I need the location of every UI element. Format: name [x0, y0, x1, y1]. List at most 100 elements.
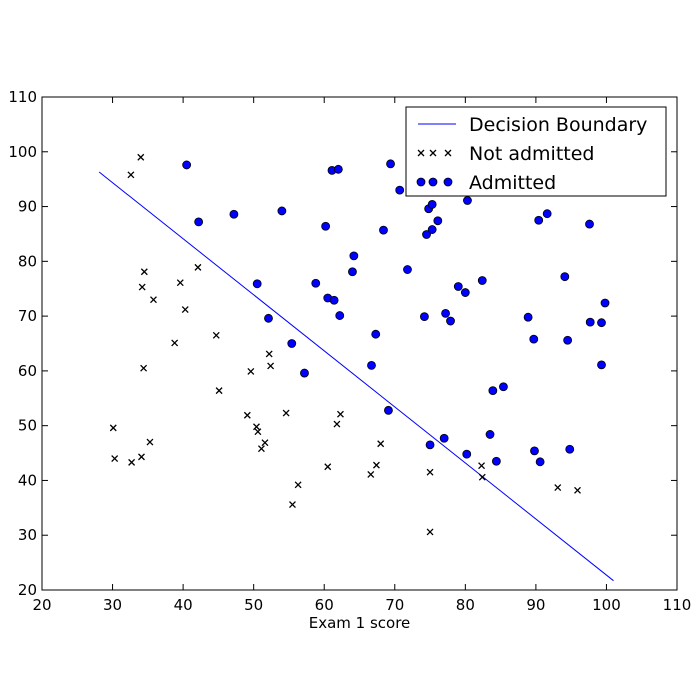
not-admitted-point: [215, 387, 223, 395]
x-axis-label: Exam 1 score: [309, 614, 411, 632]
y-tick-label: 30: [18, 526, 37, 544]
legend-x-marker: [444, 149, 452, 157]
not-admitted-point: [137, 153, 145, 161]
admitted-point: [453, 282, 463, 291]
plot-frame: [41, 96, 678, 591]
admitted-point: [403, 265, 412, 274]
not-admitted-point: [478, 473, 486, 481]
y-tick-label: 60: [18, 362, 37, 380]
admitted-point: [535, 457, 545, 467]
y-tick-label: 90: [18, 198, 37, 216]
admitted-point: [433, 216, 443, 226]
legend-label-not-admitted: Not admitted: [469, 143, 594, 165]
admitted-point: [485, 430, 495, 439]
not-admitted-point: [109, 424, 117, 432]
admitted-point: [252, 279, 262, 289]
admitted-point: [329, 295, 339, 305]
admitted-point: [542, 209, 552, 219]
admitted-point: [349, 251, 359, 261]
y-tick-label: 50: [18, 417, 37, 435]
admitted-point: [264, 313, 273, 323]
x-tick-label: 20: [32, 596, 51, 614]
x-tick-label: 30: [103, 596, 122, 614]
y-tick-label: 70: [18, 307, 37, 325]
not-admitted-point: [176, 279, 184, 287]
not-admitted-point: [247, 367, 255, 375]
series-not-admitted: [109, 153, 581, 536]
admitted-point: [194, 217, 204, 227]
not-admitted-point: [367, 470, 375, 478]
not-admitted-point: [253, 423, 260, 431]
not-admitted-point: [254, 428, 262, 436]
admitted-point: [460, 288, 470, 297]
x-tick-label: 110: [663, 596, 692, 614]
admitted-point: [499, 382, 508, 392]
not-admitted-point: [294, 481, 302, 489]
admitted-point: [287, 339, 297, 348]
admitted-point: [600, 298, 610, 308]
admitted-point: [597, 360, 606, 370]
admitted-point: [425, 440, 435, 450]
admitted-point: [379, 225, 388, 235]
not-admitted-point: [140, 364, 148, 372]
not-admitted-point: [194, 263, 202, 271]
admitted-point: [395, 185, 405, 195]
admitted-point: [367, 361, 376, 370]
legend-circle-marker: [428, 177, 438, 187]
decision-boundary-line: [98, 171, 614, 582]
admitted-point: [335, 311, 345, 320]
admitted-point: [300, 368, 309, 378]
not-admitted-point: [257, 445, 265, 453]
not-admitted-point: [212, 331, 220, 339]
not-admitted-point: [265, 350, 273, 358]
not-admitted-point: [127, 171, 135, 179]
admitted-point: [597, 318, 606, 328]
admitted-point: [530, 446, 539, 456]
x-tick-label: 60: [315, 596, 334, 614]
legend-x-marker: [417, 149, 425, 157]
not-admitted-point: [372, 461, 380, 469]
x-tick-label: 70: [385, 596, 404, 614]
plot-area: [98, 153, 614, 582]
admitted-point: [386, 159, 395, 169]
admitted-point: [491, 456, 501, 466]
not-admitted-point: [289, 501, 296, 509]
admitted-point: [384, 405, 393, 415]
not-admitted-point: [171, 339, 179, 347]
admitted-point: [463, 196, 472, 205]
x-tick-label: 50: [244, 596, 263, 614]
not-admitted-point: [140, 268, 148, 276]
admitted-point: [420, 312, 429, 322]
admitted-point: [488, 386, 498, 396]
admitted-point: [277, 206, 287, 216]
x-tick-label: 40: [174, 596, 193, 614]
legend-circle-marker: [443, 177, 453, 187]
not-admitted-point: [478, 462, 486, 470]
x-tick-label: 80: [456, 596, 475, 614]
not-admitted-point: [138, 453, 145, 461]
admitted-point: [439, 433, 449, 443]
not-admitted-point: [146, 438, 154, 446]
legend-label-admitted: Admitted: [469, 172, 556, 194]
not-admitted-point: [267, 362, 275, 370]
legend-circle-marker: [416, 177, 426, 187]
admitted-point: [441, 308, 450, 318]
y-tick-label: 20: [18, 581, 37, 599]
not-admitted-point: [181, 306, 189, 313]
not-admitted-point: [261, 439, 269, 447]
not-admitted-point: [554, 484, 562, 492]
y-tick-label: 40: [18, 471, 37, 489]
legend-x-marker: [429, 149, 437, 157]
not-admitted-point: [333, 420, 341, 428]
y-tick-label: 100: [8, 143, 37, 161]
legend-x-markers: [417, 149, 452, 157]
not-admitted-point: [324, 463, 332, 471]
y-tick-label: 80: [18, 252, 37, 270]
not-admitted-point: [336, 410, 344, 418]
admitted-point: [311, 278, 321, 288]
admitted-point: [477, 276, 487, 285]
axis-ticks: 20 30 40 50 60 70 80 90 100 110 20 30 40 50 60 70 80 90 10…: [8, 88, 691, 614]
admitted-point: [371, 329, 381, 339]
admitted-point: [427, 225, 437, 234]
